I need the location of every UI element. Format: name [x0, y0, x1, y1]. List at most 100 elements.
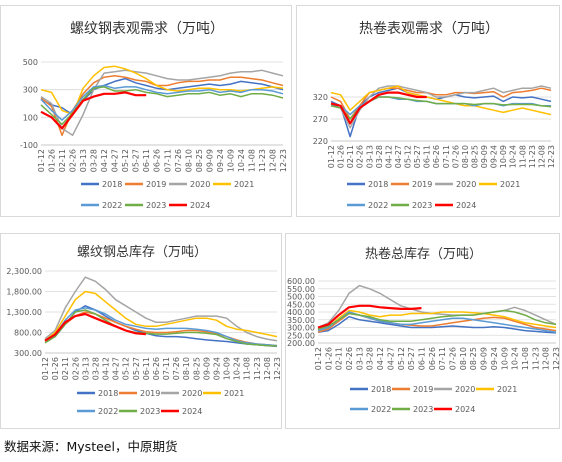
legend-item-2018: 2018: [347, 180, 388, 189]
x-tick-label: 01-26: [324, 347, 333, 370]
x-tick-label: 05-12: [404, 145, 413, 168]
x-tick-label: 02-26: [69, 149, 78, 172]
legend-item-2019: 2019: [119, 389, 160, 398]
legend-label: 2023: [412, 201, 432, 210]
x-tick-label: 03-13: [355, 347, 364, 370]
x-tick-label: 06-26: [152, 357, 161, 380]
legend-item-2020: 2020: [435, 180, 476, 189]
x-tick-label: 12-23: [552, 347, 561, 370]
x-tick-label: 11-23: [258, 149, 267, 172]
legend-item-2018: 2018: [77, 389, 118, 398]
legend-item-2022: 2022: [347, 201, 388, 210]
x-tick-label: 12-08: [537, 145, 546, 168]
y-tick-label: 450.00: [287, 300, 315, 309]
legend-label: 2023: [146, 201, 166, 210]
x-tick-label: 06-11: [142, 357, 151, 380]
legend-label: 2021: [497, 385, 517, 394]
legend-item-2020: 2020: [161, 389, 202, 398]
chart-panel-rebar-demand: 螺纹钢表观需求（万吨） 500 300 100 -100 01-12 01-26 02-11 0…: [0, 5, 292, 217]
y-tick-label: 2,300.00: [6, 267, 42, 276]
x-tick-label: 05-12: [397, 347, 406, 370]
legend-label: 2018: [102, 180, 122, 189]
x-tick-label: 04-27: [111, 149, 120, 172]
x-tick-label: 11-08: [243, 357, 252, 380]
x-tick-label: 11-23: [253, 357, 262, 380]
chart-svg-rebar-inventory: 螺纹钢总库存（万吨） 2,300.00 1,800.00 1,300.00 800.00…: [6, 244, 282, 416]
x-tick-label: 02-26: [71, 357, 80, 380]
series-line-2021: [44, 290, 278, 342]
x-tick-label: 10-09: [226, 149, 235, 172]
y-tick-label: 220: [313, 137, 328, 146]
legend-item-2019: 2019: [391, 180, 432, 189]
legend-item-2021: 2021: [203, 389, 244, 398]
legend-label: 2024: [190, 201, 210, 210]
x-tick-label: 09-24: [490, 347, 499, 370]
x-tick-label: 10-09: [500, 347, 509, 370]
series-line-2023: [317, 309, 557, 330]
chart-panel-hrc-inventory: 热卷总库存（万吨） 600.00 550.00 500.00 450.00 400.00 3…: [285, 233, 561, 429]
x-tick-label: 07-11: [438, 347, 447, 370]
x-tick-label: 05-12: [122, 357, 131, 380]
x-tick-label: 08-10: [461, 145, 470, 168]
x-tick-label: 07-11: [163, 149, 172, 172]
y-tick-label: 600.00: [287, 277, 315, 286]
x-tick-label: 09-24: [490, 145, 499, 168]
x-tick-label: 05-27: [413, 145, 422, 168]
x-tick-label: 12-08: [263, 357, 272, 380]
y-tick-label: -100: [20, 141, 38, 150]
x-tick-label: 04-12: [102, 357, 111, 380]
x-tick-label: 02-11: [346, 145, 355, 168]
x-tick-label: 10-09: [223, 357, 232, 380]
x-tick-label: 04-12: [100, 149, 109, 172]
x-tick-label: 04-27: [386, 347, 395, 370]
x-tick-label: 07-26: [174, 149, 183, 172]
x-tick-label: 04-27: [394, 145, 403, 168]
x-tick-label: 10-24: [511, 347, 520, 370]
legend-label: 2019: [412, 180, 432, 189]
x-tick-label: 08-25: [192, 357, 201, 380]
x-tick-label: 12-08: [268, 149, 277, 172]
x-tick-label: 11-08: [518, 145, 527, 168]
legend-item-2024: 2024: [435, 201, 476, 210]
x-tick-label: 12-23: [547, 145, 556, 168]
x-tick-label: 10-24: [509, 145, 518, 168]
legend-item-2020: 2020: [169, 180, 210, 189]
chart-title: 螺纹钢总库存（万吨）: [77, 244, 207, 260]
x-tick-label: 12-08: [542, 347, 551, 370]
x-tick-label: 03-13: [365, 145, 374, 168]
x-tick-label: 07-26: [451, 145, 460, 168]
legend-item-2021: 2021: [479, 180, 520, 189]
legend-label: 2021: [500, 180, 520, 189]
legend-label: 2018: [371, 385, 391, 394]
x-tick-label: 05-27: [407, 347, 416, 370]
chart-panel-hrc-demand: 热卷表观需求（万吨） 320 270 220 01-12 01-26 02-11 02-26 0…: [296, 5, 560, 217]
series-line-2021: [330, 85, 552, 116]
x-tick-label: 09-24: [212, 357, 221, 380]
chart-panel-rebar-inventory: 螺纹钢总库存（万吨） 2,300.00 1,800.00 1,300.00 800.00…: [0, 233, 282, 429]
series-line-2024: [317, 304, 422, 329]
legend-item-2022: 2022: [77, 407, 118, 416]
legend-item-2019: 2019: [125, 180, 166, 189]
chart-title: 热卷表观需求（万吨）: [359, 21, 499, 37]
x-tick-label: 12-23: [279, 149, 288, 172]
source-note: 数据来源：Mysteel，中原期货: [4, 439, 178, 454]
y-tick-label: 100: [23, 113, 38, 122]
series-line-2024: [330, 91, 427, 125]
legend-item-2023: 2023: [391, 201, 432, 210]
x-tick-label: 09-09: [480, 347, 489, 370]
legend-item-2024: 2024: [169, 201, 210, 210]
x-tick-label: 10-24: [233, 357, 242, 380]
series-line-2021: [317, 309, 557, 332]
series-line-2023: [44, 309, 278, 347]
x-tick-label: 08-10: [184, 149, 193, 172]
legend-label: 2022: [102, 201, 122, 210]
y-tick-label: 500: [23, 58, 38, 67]
legend-item-2023: 2023: [125, 201, 166, 210]
legend-label: 2020: [455, 385, 475, 394]
legend-item-2021: 2021: [476, 385, 517, 394]
legend-label: 2024: [182, 407, 202, 416]
y-tick-label: 320: [313, 93, 328, 102]
x-tick-label: 03-28: [375, 145, 384, 168]
y-tick-label: 500.00: [287, 293, 315, 302]
